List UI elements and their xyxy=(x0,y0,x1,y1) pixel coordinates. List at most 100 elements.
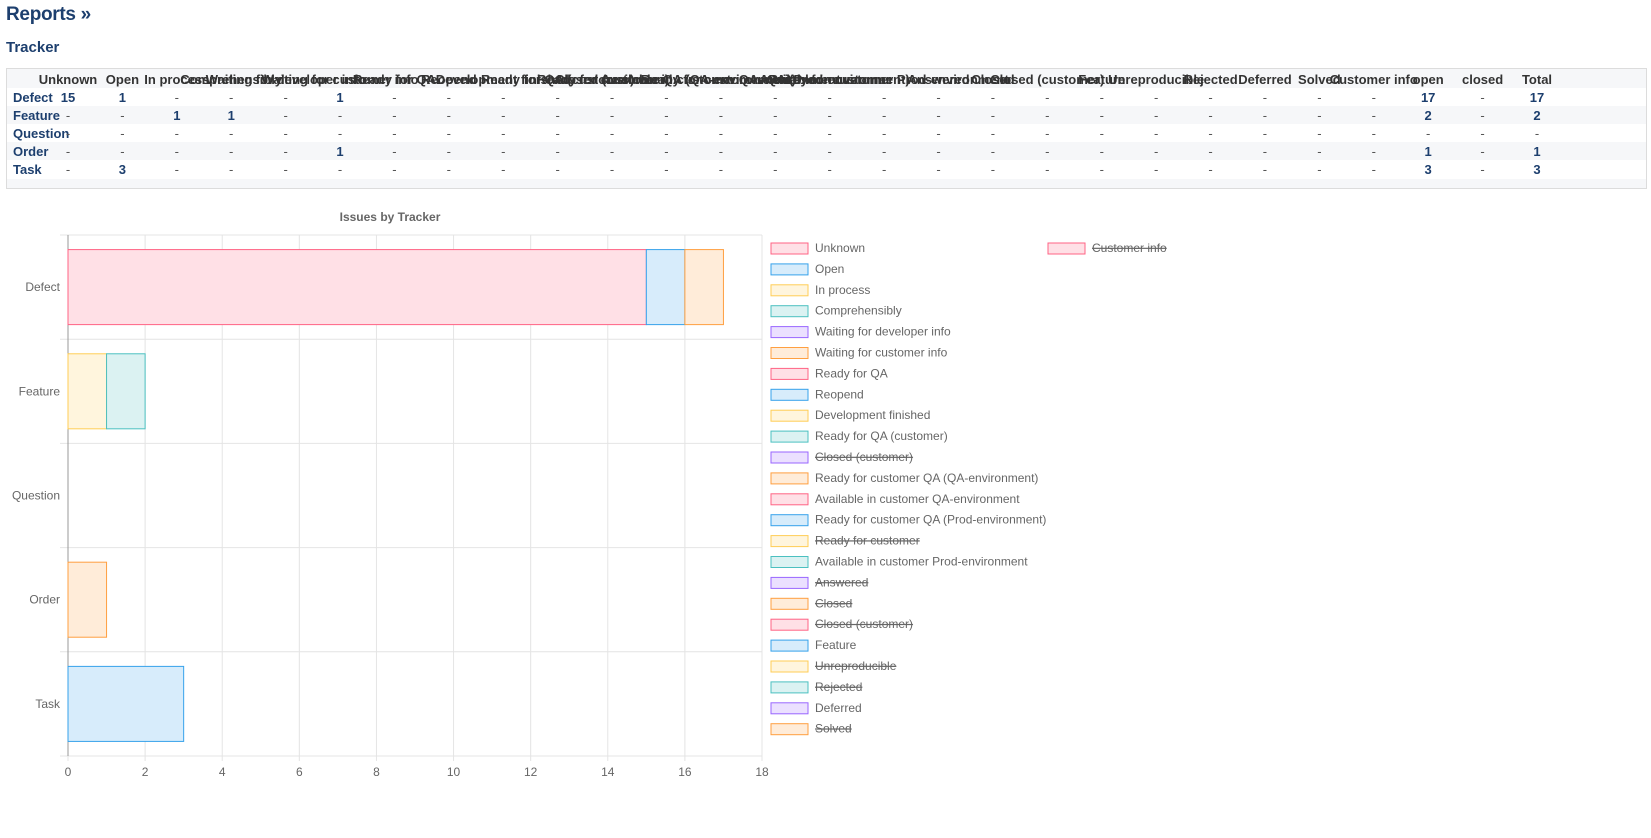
column-header: Unknown xyxy=(38,72,98,87)
legend-item[interactable]: Ready for customer QA (Prod-environment) xyxy=(770,513,1046,527)
issue-count-link[interactable]: 17 xyxy=(1420,90,1436,105)
empty-cell: - xyxy=(392,126,397,141)
legend-item[interactable]: Comprehensibly xyxy=(770,304,902,318)
empty-cell: - xyxy=(827,108,832,123)
legend-label: In process xyxy=(815,283,870,297)
legend-item[interactable]: Waiting for developer info xyxy=(770,325,951,339)
legend-swatch xyxy=(770,305,809,318)
empty-cell: - xyxy=(283,108,288,123)
issue-count-link[interactable]: 1 xyxy=(336,144,344,159)
legend-swatch xyxy=(770,284,809,297)
legend-item[interactable]: Closed xyxy=(770,596,852,610)
legend-swatch xyxy=(770,263,809,276)
legend-item[interactable]: Closed (customer) xyxy=(770,617,913,631)
issue-count-link[interactable]: 1 xyxy=(1533,144,1541,159)
legend-item[interactable]: Unreproducible xyxy=(770,659,897,673)
y-tick-label: Order xyxy=(29,593,60,607)
issue-count-link[interactable]: 3 xyxy=(1533,162,1541,177)
issue-count-link[interactable]: 3 xyxy=(118,162,127,177)
issue-count-link[interactable]: 3 xyxy=(1424,162,1432,177)
empty-cell: - xyxy=(827,162,832,177)
empty-cell: - xyxy=(827,90,832,105)
legend-item[interactable]: Development finished xyxy=(770,408,930,422)
issue-count-link[interactable]: 15 xyxy=(60,90,76,105)
empty-cell: - xyxy=(501,90,506,105)
empty-cell: - xyxy=(936,162,941,177)
empty-cell: - xyxy=(936,90,941,105)
legend-item[interactable]: Reopend xyxy=(770,387,864,401)
bar-segment[interactable] xyxy=(106,353,146,430)
legend-item[interactable]: Closed (customer) xyxy=(770,450,913,464)
tracker-link-order[interactable]: Order xyxy=(13,144,49,159)
legend-item[interactable]: Ready for customer QA (QA-environment) xyxy=(770,471,1038,485)
tracker-link-feature[interactable]: Feature xyxy=(13,108,60,123)
empty-cell: - xyxy=(773,162,778,177)
empty-cell: - xyxy=(1208,162,1213,177)
empty-cell: - xyxy=(1317,126,1322,141)
empty-cell: - xyxy=(1480,90,1485,105)
legend-item[interactable]: Available in customer QA-environment xyxy=(770,492,1020,506)
column-header: open xyxy=(1412,72,1444,87)
issue-count-link[interactable]: 1 xyxy=(118,90,127,105)
empty-cell: - xyxy=(174,144,179,159)
empty-cell: - xyxy=(1371,108,1376,123)
empty-cell: - xyxy=(1099,162,1104,177)
bar-segment[interactable] xyxy=(645,249,686,326)
legend-item[interactable]: Ready for QA xyxy=(770,366,888,380)
empty-cell: - xyxy=(718,144,724,159)
legend-item[interactable]: Deferred xyxy=(770,701,862,715)
issue-count-link[interactable]: 1 xyxy=(227,108,235,123)
legend-item[interactable]: Feature xyxy=(770,638,857,652)
issue-count-link[interactable]: 1 xyxy=(1424,144,1432,159)
issue-count-link[interactable]: 1 xyxy=(173,108,181,123)
empty-cell: - xyxy=(555,162,560,177)
empty-cell: - xyxy=(1262,144,1268,159)
empty-cell: - xyxy=(990,162,996,177)
column-header: Total xyxy=(1521,72,1553,87)
legend-item[interactable]: Ready for QA (customer) xyxy=(770,429,948,443)
column-header: Closed xyxy=(971,72,1015,87)
bar-segment[interactable] xyxy=(684,249,724,326)
legend-item[interactable]: Ready for customer xyxy=(770,534,920,548)
issue-count-link[interactable]: 2 xyxy=(1533,108,1541,123)
tracker-link-defect[interactable]: Defect xyxy=(13,90,53,105)
empty-cell: - xyxy=(555,144,560,159)
bar-segment[interactable] xyxy=(67,665,185,742)
legend-swatch xyxy=(770,388,809,401)
legend-item[interactable]: Customer info xyxy=(1047,241,1167,255)
empty-cell: - xyxy=(229,162,234,177)
tracker-link-task[interactable]: Task xyxy=(13,162,42,177)
tracker-link-question[interactable]: Question xyxy=(13,126,70,141)
legend-item[interactable]: Rejected xyxy=(770,680,862,694)
y-tick-label: Question xyxy=(12,489,60,503)
empty-cell: - xyxy=(174,126,179,141)
empty-cell: - xyxy=(1153,108,1159,123)
empty-cell: - xyxy=(881,144,887,159)
legend-label: Open xyxy=(815,262,844,276)
bar-segment[interactable] xyxy=(67,561,108,638)
empty-cell: - xyxy=(827,126,832,141)
empty-cell: - xyxy=(1208,108,1213,123)
issue-count-link[interactable]: 1 xyxy=(336,90,344,105)
empty-cell: - xyxy=(392,162,397,177)
issue-count-link[interactable]: 2 xyxy=(1424,108,1432,123)
legend-item[interactable]: Waiting for customer info xyxy=(770,346,948,360)
bar-segment[interactable] xyxy=(67,249,647,326)
legend-item[interactable]: Unknown xyxy=(770,241,865,255)
breadcrumb[interactable]: Reports » xyxy=(6,4,91,25)
issue-count-link[interactable]: 17 xyxy=(1529,90,1545,105)
legend-item[interactable]: Available in customer Prod-environment xyxy=(770,555,1028,569)
legend-item[interactable]: Open xyxy=(770,262,844,276)
legend-swatch xyxy=(770,347,809,359)
empty-cell: - xyxy=(664,126,669,141)
legend-item[interactable]: Solved xyxy=(770,722,852,736)
legend-swatch xyxy=(1047,242,1086,255)
bar-segment[interactable] xyxy=(67,353,108,430)
empty-cell: - xyxy=(1045,90,1050,105)
table-row xyxy=(7,88,1646,107)
empty-cell: - xyxy=(1480,108,1485,123)
legend-item[interactable]: In process xyxy=(770,283,870,297)
x-tick-label: 4 xyxy=(219,765,226,779)
legend-item[interactable]: Answered xyxy=(770,575,868,589)
empty-cell: - xyxy=(283,126,288,141)
